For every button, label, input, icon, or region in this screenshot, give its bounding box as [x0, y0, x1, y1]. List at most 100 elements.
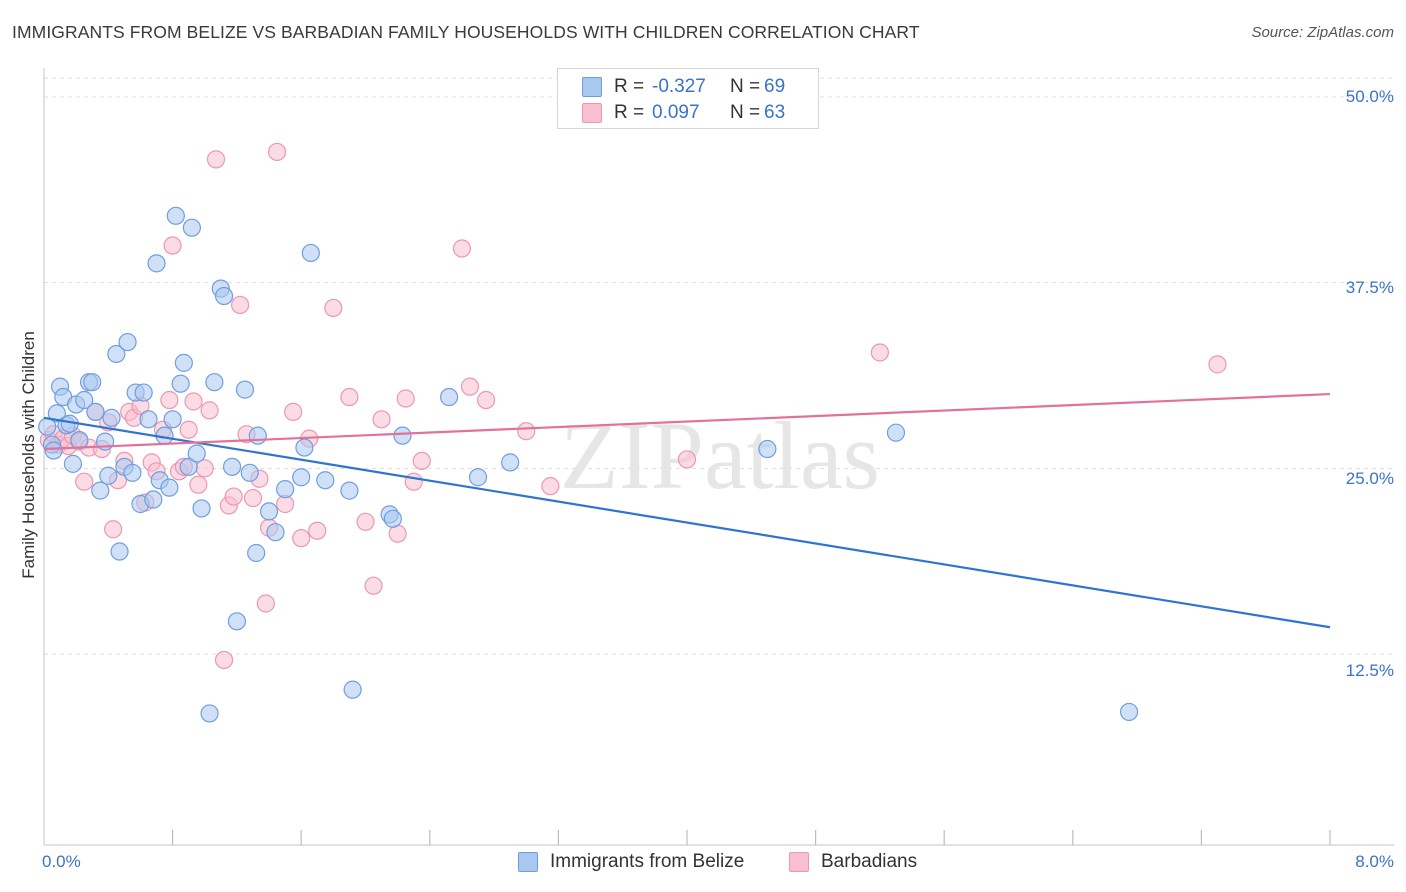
- barbadians-point: [243, 488, 263, 508]
- barbadians-point: [214, 650, 234, 670]
- belize-point: [179, 457, 198, 476]
- barbadians-point: [200, 401, 219, 420]
- belize-point: [758, 439, 777, 459]
- belize-point: [192, 499, 211, 518]
- belize-point: [160, 478, 179, 497]
- barbadians-point: [224, 487, 243, 506]
- x-tick-label-max: 8.0%: [1355, 852, 1394, 871]
- n-value: 63: [764, 102, 786, 123]
- barbadians-point: [284, 402, 303, 421]
- belize-point: [240, 463, 259, 482]
- belize-point: [171, 374, 190, 393]
- belize-point: [343, 680, 362, 699]
- barbadians-point: [541, 477, 560, 496]
- barbadians-point: [308, 521, 327, 540]
- y-axis-label: Family Households with Children: [19, 331, 38, 579]
- pink-swatch-icon: [789, 852, 809, 872]
- belize-point: [163, 410, 182, 429]
- belize-point: [47, 404, 66, 423]
- belize-point: [248, 426, 267, 445]
- belize-point: [886, 423, 906, 442]
- r-value: -0.327: [652, 76, 706, 97]
- r-value: 0.097: [652, 102, 700, 123]
- belize-point: [316, 471, 335, 490]
- belize-point: [235, 380, 255, 399]
- r-label: R =: [614, 102, 645, 123]
- y-tick-label-25: 25.0%: [1345, 469, 1394, 488]
- barbadians-point: [206, 150, 226, 169]
- barbadians-point: [231, 295, 250, 315]
- belize-point: [147, 254, 166, 273]
- barbadians-point: [340, 387, 359, 407]
- belize-point: [44, 441, 63, 460]
- barbadians-trend-line: [43, 392, 1331, 451]
- belize-point: [200, 704, 219, 723]
- barbadians-point: [75, 472, 94, 491]
- blue-swatch-icon: [582, 77, 602, 97]
- belize-point: [63, 454, 83, 473]
- n-value: 69: [764, 76, 786, 97]
- barbadians-point: [267, 142, 287, 162]
- barbadians-point: [677, 450, 697, 469]
- n-label: N =: [730, 102, 761, 123]
- belize-point: [110, 542, 129, 561]
- barbadians-point: [179, 420, 198, 439]
- barbadians-point: [256, 594, 275, 613]
- y-tick-label-37-5: 37.5%: [1345, 278, 1394, 297]
- belize-point: [439, 387, 459, 407]
- legend-item-barbadians[interactable]: Barbadians: [789, 851, 917, 873]
- barbadians-point: [292, 529, 311, 548]
- trend-lines: [43, 392, 1331, 629]
- belize-point: [340, 481, 359, 500]
- x-tick-label-min: 0.0%: [42, 852, 81, 871]
- belize-trend-line: [43, 416, 1331, 629]
- belize-point: [214, 286, 234, 306]
- barbadians-point: [195, 459, 214, 478]
- belize-point: [102, 408, 121, 427]
- belize-point: [70, 431, 89, 450]
- barbadians-point: [160, 390, 179, 410]
- barbadians-point: [404, 472, 423, 491]
- belize-point: [393, 426, 412, 445]
- y-tick-label-50: 50.0%: [1345, 87, 1394, 106]
- barbadians-point: [460, 377, 480, 396]
- legend-item-belize[interactable]: Immigrants from Belize: [518, 851, 744, 873]
- belize-point: [166, 206, 185, 225]
- r-label: R =: [614, 76, 645, 97]
- correlation-legend: R = -0.327 N = 69 R = 0.097 N = 63: [557, 68, 819, 129]
- belize-point: [301, 243, 320, 263]
- belize-point: [118, 332, 137, 352]
- belize-point: [83, 373, 102, 392]
- legend-label: Barbadians: [821, 851, 918, 872]
- belize-point: [383, 509, 402, 528]
- pink-swatch-icon: [582, 103, 602, 123]
- belize-point: [144, 490, 163, 509]
- barbadians-point: [163, 236, 182, 255]
- belize-point: [1119, 702, 1139, 722]
- barbadians-point: [372, 410, 391, 429]
- barbadians-point: [104, 520, 123, 539]
- blue-swatch-icon: [518, 852, 538, 872]
- chart-title: IMMIGRANTS FROM BELIZE VS BARBADIAN FAMI…: [12, 22, 920, 42]
- legend-row-barbadians: R = 0.097 N = 63: [582, 100, 785, 126]
- barbadians-point: [517, 422, 536, 441]
- legend-label: Immigrants from Belize: [550, 851, 745, 872]
- belize-point: [107, 344, 126, 364]
- belize-point: [222, 457, 242, 476]
- watermark: ZIPatlas: [560, 402, 880, 509]
- belize-point: [247, 543, 266, 563]
- barbadians-point: [189, 475, 208, 494]
- belize-point: [266, 523, 285, 542]
- belize-point: [91, 481, 110, 500]
- barbadians-point: [184, 392, 203, 411]
- belize-point: [468, 468, 488, 487]
- grid-lines: [44, 77, 1394, 655]
- belize-point: [187, 444, 206, 463]
- barbadians-point: [356, 512, 375, 531]
- n-label: N =: [730, 76, 761, 97]
- belize-point: [174, 353, 193, 372]
- belize-point: [182, 218, 201, 237]
- barbadians-point: [1208, 355, 1227, 374]
- belize-point: [75, 390, 94, 410]
- belize-point: [295, 438, 314, 457]
